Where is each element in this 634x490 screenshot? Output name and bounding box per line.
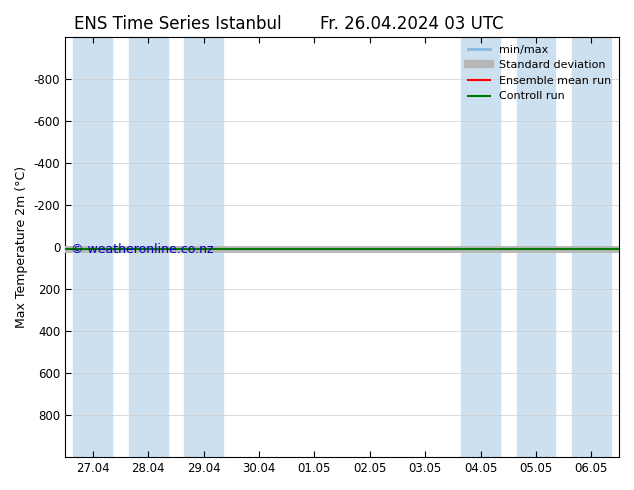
Bar [572, 37, 611, 457]
Bar [184, 37, 223, 457]
Bar [461, 37, 500, 457]
Bar [129, 37, 167, 457]
Text: © weatheronline.co.nz: © weatheronline.co.nz [70, 243, 213, 256]
Text: ENS Time Series Istanbul: ENS Time Series Istanbul [74, 15, 281, 33]
Bar [517, 37, 555, 457]
Text: Fr. 26.04.2024 03 UTC: Fr. 26.04.2024 03 UTC [320, 15, 504, 33]
Y-axis label: Max Temperature 2m (°C): Max Temperature 2m (°C) [15, 166, 28, 328]
Bar [74, 37, 112, 457]
Legend: min/max, Standard deviation, Ensemble mean run, Controll run: min/max, Standard deviation, Ensemble me… [463, 40, 616, 106]
